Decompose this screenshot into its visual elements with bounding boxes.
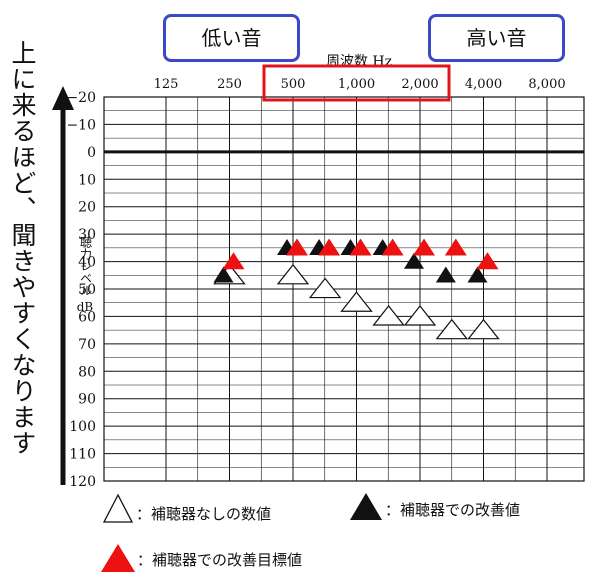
legend-target: ：補聴器での改善目標値 <box>137 551 303 569</box>
x-tick-label: 1,000 <box>338 77 375 92</box>
marker-filled-triangle <box>435 266 456 283</box>
y-axis-label: 聴力レベル dB <box>68 236 102 315</box>
y-tick-label: 60 <box>78 309 96 325</box>
x-tick-label: 500 <box>281 77 306 92</box>
side-caption: 上に来るほど、聞きやすくなります <box>8 40 37 456</box>
y-tick-label: 10 <box>78 172 96 188</box>
legend-with-aid: ：補聴器での改善値 <box>385 501 521 519</box>
marker-open-triangle <box>308 277 342 299</box>
marker-open-triangle <box>435 318 469 340</box>
x-tick-label: 8,000 <box>528 77 565 92</box>
y-tick-labels: −20 −10 0 10 20 30 40 50 60 70 80 90 100 110 120 <box>66 90 96 490</box>
y-tick-label: 100 <box>69 419 96 435</box>
x-tick-label: 250 <box>217 77 242 92</box>
marker-red-triangle <box>413 238 435 256</box>
y-tick-label: 50 <box>78 282 96 298</box>
marker-red-triangle <box>381 238 404 256</box>
y-tick-label: 30 <box>78 227 96 243</box>
y-tick-label: −10 <box>66 117 96 133</box>
legend-filled-triangle-icon <box>350 493 382 520</box>
x-tick-labels: 125 250 500 1,000 2,000 4,000 8,000 <box>154 77 566 92</box>
y-tick-label: 110 <box>69 447 96 463</box>
y-tick-label: 120 <box>69 474 96 490</box>
marker-red-triangle <box>476 252 499 270</box>
data-markers <box>213 238 500 340</box>
marker-filled-triangle <box>404 252 424 269</box>
marker-open-triangle <box>372 305 405 326</box>
marker-open-triangle <box>403 305 437 326</box>
marker-red-triangle <box>222 252 245 270</box>
up-arrow-head <box>52 86 74 110</box>
y-tick-label: 70 <box>78 337 96 353</box>
x-tick-label: 2,000 <box>401 77 438 92</box>
legend-without-aid: ：補聴器なしの数値 <box>136 505 272 523</box>
marker-red-triangle <box>349 238 372 256</box>
y-tick-label: 0 <box>87 145 96 161</box>
y-tick-label: 80 <box>78 364 96 380</box>
marker-red-triangle <box>318 238 341 256</box>
marker-open-triangle <box>276 263 310 285</box>
y-tick-label: −20 <box>66 90 96 106</box>
y-axis-label-text: 聴力レベル <box>78 236 93 296</box>
marker-filled-triangle <box>467 266 488 283</box>
y-tick-label: 90 <box>78 392 96 408</box>
marker-red-triangle <box>444 238 467 256</box>
chart-grid <box>103 96 585 482</box>
y-tick-label: 20 <box>78 200 96 216</box>
y-tick-label: 40 <box>78 255 96 271</box>
legend-red-triangle-icon <box>101 544 135 572</box>
legend-open-triangle-icon <box>102 493 134 523</box>
y-axis-unit: dB <box>76 300 94 314</box>
marker-filled-triangle <box>213 266 234 283</box>
x-tick-label: 125 <box>154 77 179 92</box>
x-tick-label: 4,000 <box>465 77 502 92</box>
frequency-axis-title: 周波数 Hz <box>326 54 392 70</box>
high-sound-badge: 高い音 <box>428 14 565 62</box>
plot-frame <box>103 96 585 482</box>
marker-red-triangle <box>286 238 308 256</box>
low-sound-badge: 低い音 <box>163 14 300 62</box>
mid-frequency-highlight-box <box>262 64 451 102</box>
marker-open-triangle <box>340 291 373 312</box>
marker-open-triangle <box>467 318 500 340</box>
